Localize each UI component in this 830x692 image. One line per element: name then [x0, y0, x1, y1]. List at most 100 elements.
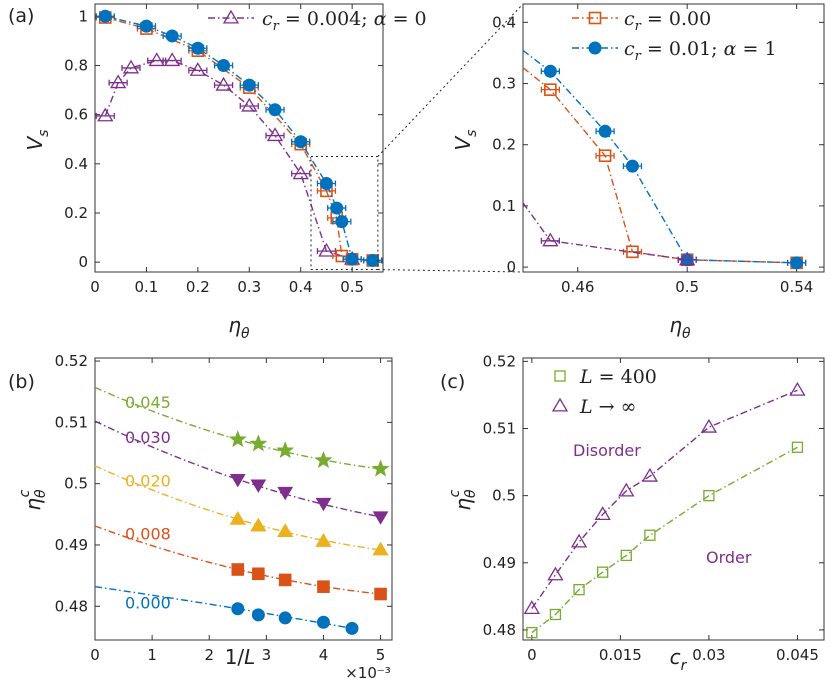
y-tick-label: 0	[506, 258, 516, 276]
legend-inset: cr = 0.00 cr = 0.01; α = 1	[572, 8, 777, 64]
series-line	[522, 49, 797, 264]
y-axis-label-c: ηθc	[447, 489, 479, 511]
series-line	[522, 202, 688, 261]
data-point	[278, 611, 292, 625]
data-point	[791, 441, 804, 453]
x-tick-label: 0.5	[675, 278, 699, 296]
data-point	[620, 549, 632, 562]
data-point	[618, 482, 635, 497]
data-point	[549, 608, 562, 621]
x-axis-label-c: cr	[670, 645, 688, 674]
data-point	[217, 58, 231, 72]
y-tick-label: 0	[78, 253, 88, 271]
data-point	[110, 74, 127, 89]
panel-label-b: (b)	[8, 371, 35, 393]
data-point	[241, 97, 258, 112]
x-tick-label: 0.46	[561, 278, 594, 296]
data-point	[625, 159, 639, 173]
panel-1: 0.46 0.5 0.54 0 0.1 0.2 0.3 0.4	[492, 3, 825, 296]
y-tick-label: 0.4	[64, 155, 88, 173]
data-point	[789, 381, 806, 396]
series-0-045	[94, 386, 390, 477]
data-point	[345, 252, 359, 266]
series-label: 0.020	[125, 472, 171, 491]
y-tick-label: 0.51	[483, 420, 516, 438]
data-point	[679, 251, 696, 266]
x-tick-label: 3	[262, 646, 272, 664]
data-point	[215, 76, 232, 91]
x-tick-label: 0.2	[186, 278, 210, 296]
x-tick-label: 1	[147, 646, 157, 664]
data-point	[703, 489, 715, 502]
zoom-connector	[377, 269, 524, 273]
y-tick-label: 0.6	[64, 106, 88, 124]
legend-marker	[551, 397, 569, 412]
y-tick-label: 0.52	[55, 352, 88, 370]
data-point	[790, 256, 804, 270]
series-cr-0-01-1	[522, 49, 807, 270]
x-tick-label: 2	[204, 646, 214, 664]
x-tick-label: 0.03	[692, 646, 725, 664]
data-point	[294, 135, 308, 149]
data-point	[526, 626, 538, 639]
data-point	[573, 583, 585, 596]
series-line	[522, 67, 797, 264]
y-tick-label: 0.49	[55, 536, 88, 554]
legend-label: L → ∞	[579, 396, 636, 418]
data-point	[544, 83, 557, 96]
plot-frame	[522, 357, 825, 641]
data-point	[229, 510, 246, 525]
data-point	[318, 242, 335, 257]
data-point	[191, 41, 205, 55]
data-point	[598, 124, 612, 138]
data-point	[252, 567, 265, 581]
y-tick-label: 0.49	[483, 554, 516, 572]
data-point	[231, 602, 245, 616]
data-point	[594, 506, 611, 520]
legend-marker	[554, 370, 566, 382]
series-0-020	[94, 465, 389, 556]
series-cr-0-00	[522, 67, 807, 270]
x-scale-label-b: ×10⁻³	[345, 664, 391, 682]
y-tick-label: 0.4	[492, 13, 516, 31]
data-point	[570, 533, 588, 548]
legend-label: cr = 0.00	[624, 8, 711, 34]
x-tick-label: 0.045	[776, 646, 819, 664]
legend-label: cr = 0.004; α = 0	[262, 8, 427, 34]
y-tick-label: 0.8	[64, 56, 88, 74]
data-point	[268, 103, 282, 117]
data-point	[164, 52, 181, 67]
data-point	[330, 201, 344, 215]
data-point	[249, 434, 268, 452]
data-point	[315, 497, 332, 512]
data-point	[315, 533, 332, 547]
y-tick-label: 0.48	[483, 621, 516, 639]
panel-3: 0 0.015 0.03 0.045 0.48 0.49 0.5 0.51 0.52	[483, 352, 825, 664]
data-point	[597, 566, 609, 578]
series-label: 0.008	[125, 524, 171, 543]
x-axis-label-b: 1/L	[225, 645, 256, 669]
series-cr-0-00	[95, 11, 383, 267]
x-tick-label: 4	[319, 646, 329, 664]
y-tick-label: 0.48	[55, 597, 88, 615]
y-tick-label: 0.3	[492, 75, 516, 93]
series-cr-0-01-1	[95, 9, 383, 267]
panel-label-c: (c)	[440, 371, 465, 393]
data-point	[319, 176, 333, 190]
data-point	[189, 62, 206, 76]
data-point	[266, 127, 284, 142]
data-point	[335, 215, 349, 229]
data-point	[277, 486, 294, 501]
annotation-disorder: Disorder	[573, 441, 641, 460]
panel-label-a: (a)	[8, 5, 34, 27]
x-tick-label: 0.4	[289, 278, 313, 296]
zoom-connector	[377, 3, 524, 157]
data-point	[371, 459, 390, 477]
data-point	[542, 232, 559, 247]
y-tick-label: 0.51	[55, 413, 88, 431]
x-tick-label: 0	[90, 278, 100, 296]
y-tick-label: 0.2	[64, 204, 88, 222]
series-line	[104, 59, 353, 260]
data-point	[374, 587, 387, 601]
legend-marker	[588, 41, 602, 55]
